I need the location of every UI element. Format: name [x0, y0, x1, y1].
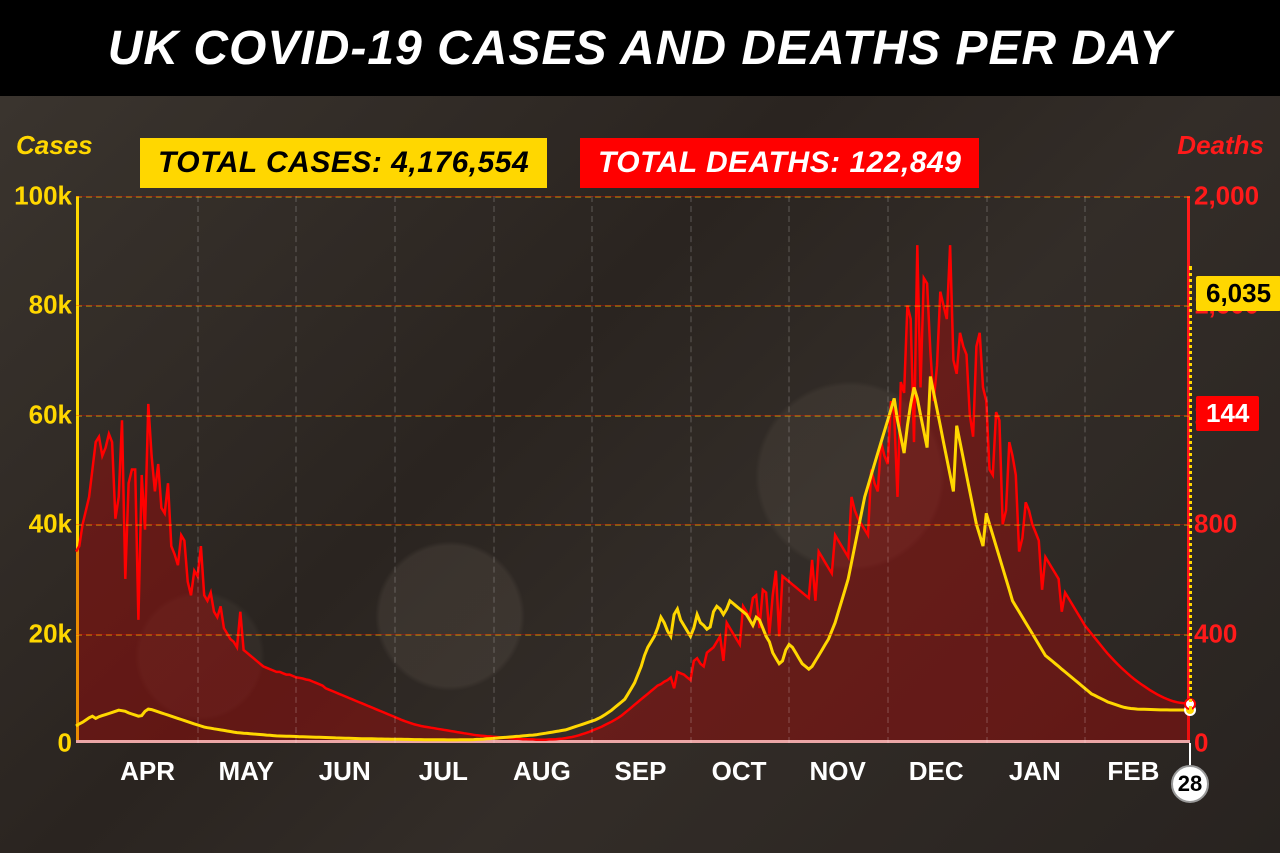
y-tick-right: 800	[1194, 509, 1270, 540]
y-tick-left: 60k	[14, 399, 72, 430]
end-date-tick	[1189, 743, 1191, 765]
chart-title: UK COVID-19 CASES AND DEATHS PER DAY	[108, 21, 1173, 76]
grid-line-deaths	[76, 305, 1190, 306]
data-svg	[76, 196, 1190, 743]
y-tick-left: 80k	[14, 290, 72, 321]
y-tick-left: 0	[14, 728, 72, 759]
y-tick-left: 20k	[14, 618, 72, 649]
x-tick-month: OCT	[712, 756, 767, 787]
y-tick-right: 2,000	[1194, 181, 1270, 212]
latest-deaths-callout: 144	[1196, 396, 1259, 431]
grid-line-vertical	[887, 196, 889, 743]
x-tick-month: JUN	[319, 756, 371, 787]
grid-line-deaths	[76, 634, 1190, 635]
y-tick-left: 100k	[14, 181, 72, 212]
x-tick-month: DEC	[909, 756, 964, 787]
title-bar: UK COVID-19 CASES AND DEATHS PER DAY	[0, 0, 1280, 96]
grid-line-vertical	[1084, 196, 1086, 743]
chart-area: Cases Deaths TOTAL CASES: 4,176,554 TOTA…	[0, 96, 1280, 853]
latest-cases-callout: 6,035	[1196, 276, 1280, 311]
right-axis-label: Deaths	[1177, 130, 1264, 161]
grid-line-vertical	[394, 196, 396, 743]
x-tick-month: JUL	[419, 756, 468, 787]
x-tick-month: JAN	[1009, 756, 1061, 787]
left-axis-label: Cases	[16, 130, 93, 161]
plot-region: 020k40k60k80k100k04008001,2001,6002,000A…	[76, 196, 1190, 743]
cases-end-dotted-line	[1189, 266, 1192, 710]
x-tick-month: SEP	[614, 756, 666, 787]
x-tick-month: AUG	[513, 756, 571, 787]
y-tick-left: 40k	[14, 509, 72, 540]
grid-line-deaths	[76, 196, 1190, 197]
deaths-area	[76, 245, 1190, 743]
grid-line-deaths	[76, 415, 1190, 416]
x-tick-month: NOV	[809, 756, 865, 787]
grid-line-vertical	[197, 196, 199, 743]
x-tick-month: MAY	[218, 756, 273, 787]
grid-line-vertical	[690, 196, 692, 743]
grid-line-vertical	[493, 196, 495, 743]
y-tick-right: 400	[1194, 618, 1270, 649]
total-deaths-badge: TOTAL DEATHS: 122,849	[580, 138, 979, 188]
grid-line-vertical	[295, 196, 297, 743]
grid-line-vertical	[591, 196, 593, 743]
end-date-badge: 28	[1171, 765, 1209, 803]
x-tick-month: FEB	[1107, 756, 1159, 787]
total-cases-badge: TOTAL CASES: 4,176,554	[140, 138, 547, 188]
grid-line-vertical	[788, 196, 790, 743]
x-tick-month: APR	[120, 756, 175, 787]
grid-line-deaths	[76, 524, 1190, 525]
grid-line-vertical	[986, 196, 988, 743]
y-tick-right: 0	[1194, 728, 1270, 759]
